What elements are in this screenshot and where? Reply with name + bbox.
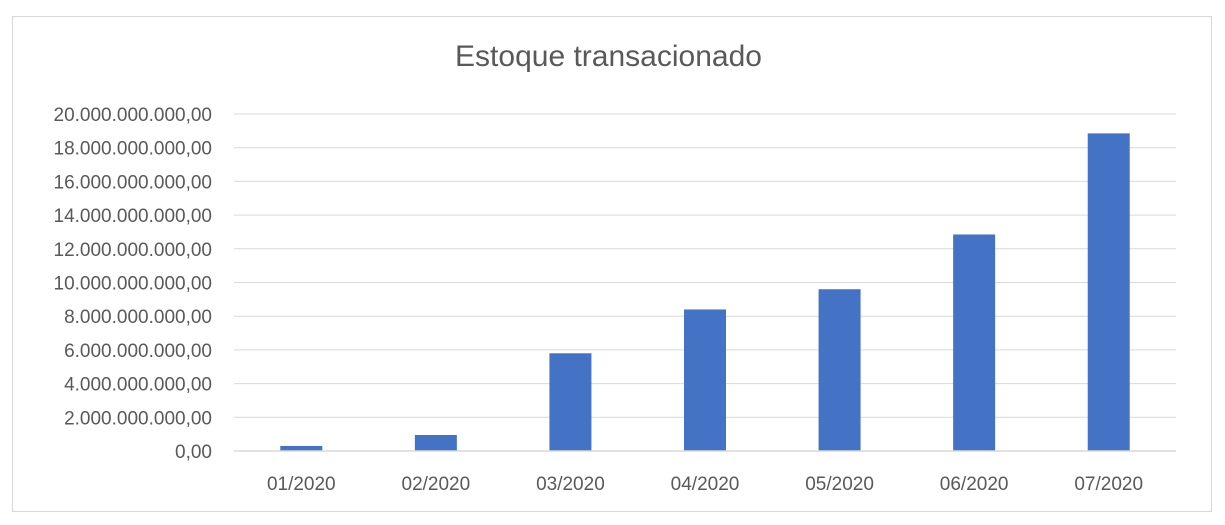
bar xyxy=(818,289,861,451)
bars xyxy=(280,133,1130,451)
x-tick-label: 02/2020 xyxy=(402,474,471,495)
x-tick-label: 03/2020 xyxy=(536,474,605,495)
x-tick-label: 06/2020 xyxy=(940,474,1009,495)
bar xyxy=(280,445,323,451)
y-tick-label: 0,00 xyxy=(175,442,212,463)
y-tick-label: 2.000.000.000,00 xyxy=(64,408,212,429)
y-tick-label: 8.000.000.000,00 xyxy=(64,307,212,328)
x-tick-label: 07/2020 xyxy=(1074,474,1143,495)
bar xyxy=(953,234,996,451)
bar xyxy=(414,434,457,451)
y-tick-label: 16.000.000.000,00 xyxy=(54,172,213,193)
y-tick-label: 20.000.000.000,00 xyxy=(54,105,213,126)
y-tick-label: 6.000.000.000,00 xyxy=(64,341,212,362)
bar xyxy=(549,353,592,451)
bar xyxy=(1087,133,1130,451)
x-tick-labels: 01/2020 02/2020 03/2020 04/2020 05/2020 06/20… xyxy=(267,474,1143,495)
chart-frame xyxy=(12,16,1212,512)
chart-title: Estoque transacionado xyxy=(455,40,762,73)
y-tick-labels: 0,00 2.000.000.000,00 4.000.000.000,00 6.00… xyxy=(54,105,213,463)
y-tick-label: 4.000.000.000,00 xyxy=(64,375,212,396)
x-tick-label: 01/2020 xyxy=(267,474,336,495)
y-tick-label: 18.000.000.000,00 xyxy=(54,139,213,160)
y-tick-label: 14.000.000.000,00 xyxy=(54,206,213,227)
y-tick-label: 12.000.000.000,00 xyxy=(54,240,213,261)
x-tick-label: 04/2020 xyxy=(671,474,740,495)
y-tick-label: 10.000.000.000,00 xyxy=(54,274,213,295)
x-tick-label: 05/2020 xyxy=(805,474,874,495)
bar xyxy=(684,309,726,451)
